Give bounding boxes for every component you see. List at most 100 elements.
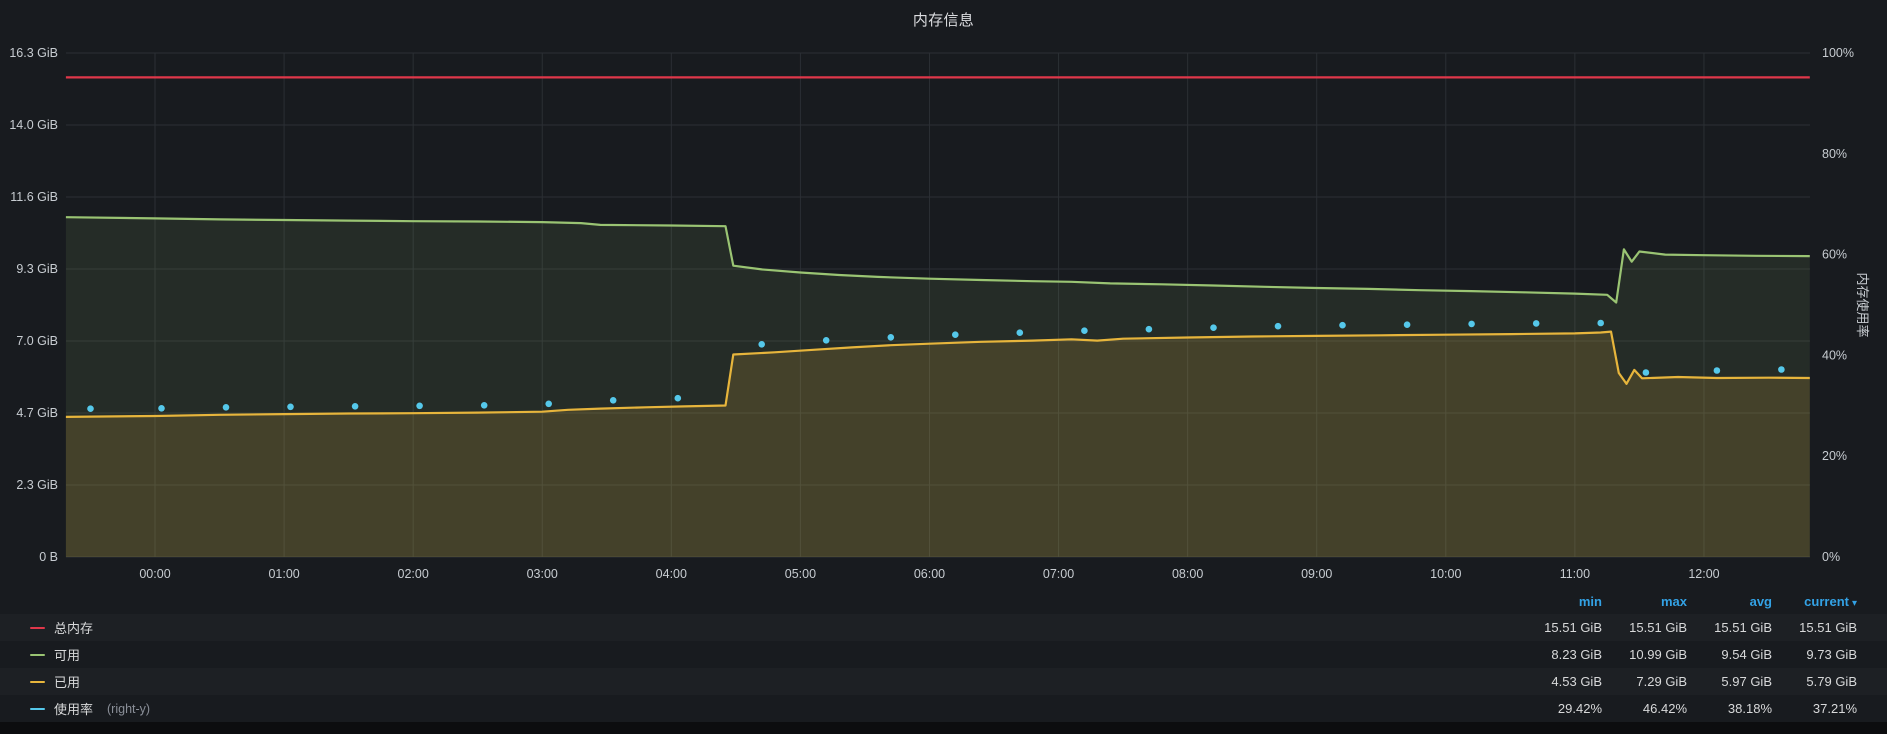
value-max: 46.42% [1642,701,1687,716]
y-right-tick-label: 0% [1822,550,1840,564]
point-使用率 [545,400,552,408]
x-axis-tick-label: 02:00 [398,567,429,581]
value-avg: 5.97 GiB [1721,674,1772,689]
x-axis-tick-label: 05:00 [785,567,816,581]
point-使用率 [1597,319,1604,327]
sort-caret-icon: ▾ [1851,597,1857,609]
y-left-tick-label: 11.6 GiB [10,190,58,204]
y-left-tick-label: 7.0 GiB [16,334,58,348]
y-left-tick-label: 2.3 GiB [16,478,58,492]
point-使用率 [287,403,294,411]
x-axis-tick-label: 00:00 [139,567,170,581]
legend-col-avg[interactable]: avg [1749,593,1772,609]
value-current: 15.51 GiB [1799,620,1857,635]
memory-chart[interactable]: 00:00 01:00 02:00 03:00 04:00 05:00 06:00 07:00… [0,0,1887,588]
series-dash-icon [30,626,45,629]
y-left-tick-label: 0 B [39,550,58,564]
value-max: 10.99 GiB [1629,647,1687,662]
point-使用率 [1403,321,1411,329]
legend: min max avg current ▾ 总内存 15.51 GiB 15.51… [0,588,1887,722]
series-dash-icon [30,680,45,683]
x-axis-tick-label: 06:00 [914,567,945,581]
value-avg: 38.18% [1727,701,1772,716]
legend-row-usage-rate: 使用率 (right-y) 29.42% 46.42% 38.18% 37.21… [0,695,1887,722]
y-left-tick-label: 16.3 GiB [9,46,58,60]
x-axis-tick-label: 09:00 [1301,567,1332,581]
x-axis-tick-label: 03:00 [527,567,558,581]
line-可用 [65,216,1810,304]
point-使用率 [87,405,94,413]
x-axis-tick-label: 11:00 [1560,567,1590,581]
area-fill-已用 [65,331,1810,557]
legend-col-min[interactable]: min [1578,593,1602,609]
x-axis-tick-label: 01:00 [268,567,299,581]
y-right-tick-label: 40% [1822,348,1847,362]
y-left-tick-label: 9.3 GiB [16,262,58,276]
y-left-tick-label: 4.7 GiB [16,406,58,420]
series-key-used[interactable]: 已用 [30,672,80,691]
point-使用率 [1778,366,1785,373]
value-avg: 9.54 GiB [1721,647,1772,662]
series-key-available[interactable]: 可用 [30,645,80,664]
series-label: 总内存 [54,621,94,636]
point-使用率 [674,394,682,402]
series-dash-icon [30,653,45,656]
point-使用率 [1210,324,1217,332]
point-使用率 [758,341,765,348]
y-left-tick-label: 14.0 GiB [9,118,58,132]
legend-row-used: 已用 4.53 GiB 7.29 GiB 5.97 GiB 5.79 GiB [0,668,1887,695]
value-min: 29.42% [1557,701,1602,716]
point-使用率 [609,397,617,404]
x-axis-tick-label: 12:00 [1688,567,1719,581]
value-avg: 15.51 GiB [1714,620,1772,635]
point-使用率 [822,337,830,344]
value-max: 7.29 GiB [1636,674,1687,689]
series-dash-icon [30,707,45,710]
x-axis-tick-label: 08:00 [1172,567,1203,581]
line-已用 [65,330,1810,418]
value-min: 15.51 GiB [1544,620,1602,635]
legend-row-available: 可用 8.23 GiB 10.99 GiB 9.54 GiB 9.73 GiB [0,641,1887,668]
series-key-total-memory[interactable]: 总内存 [30,618,93,637]
point-使用率 [351,403,359,410]
right-axis-title: 内存使用率 [1855,272,1870,337]
y-right-tick-label: 60% [1822,248,1847,262]
point-使用率 [1468,320,1475,328]
point-使用率 [1016,329,1024,337]
series-label: 使用率 [54,702,94,717]
y-right-tick-label: 80% [1822,147,1847,161]
x-axis-tick-label: 07:00 [1043,567,1074,581]
series-axis-suffix: (right-y) [107,701,151,716]
point-使用率 [1713,367,1721,374]
point-使用率 [1081,327,1088,335]
point-使用率 [1339,321,1346,329]
value-max: 15.51 GiB [1629,620,1687,635]
value-current: 37.21% [1812,701,1857,716]
point-使用率 [222,404,230,411]
value-min: 8.23 GiB [1551,647,1602,662]
legend-col-max[interactable]: max [1660,593,1687,609]
series-key-usage-rate[interactable]: 使用率 (right-y) [30,699,150,718]
point-使用率 [952,331,959,339]
point-使用率 [158,405,165,412]
series-label: 可用 [54,648,81,663]
legend-col-current-label: current [1804,593,1849,609]
y-right-tick-label: 20% [1822,449,1847,463]
x-axis-tick-label: 04:00 [656,567,687,581]
area-fill-可用 [65,217,1810,557]
value-current: 9.73 GiB [1806,647,1857,662]
value-min: 4.53 GiB [1551,674,1602,689]
point-使用率 [887,334,895,341]
legend-col-current[interactable]: current ▾ [1772,594,1857,609]
point-使用率 [1532,320,1540,327]
point-使用率 [416,402,423,410]
point-使用率 [1145,325,1153,333]
series-label: 已用 [54,675,81,690]
legend-row-total-memory: 总内存 15.51 GiB 15.51 GiB 15.51 GiB 15.51 … [0,614,1887,641]
value-current: 5.79 GiB [1806,674,1857,689]
y-right-tick-label: 100% [1822,46,1854,60]
bottom-strip [0,722,1887,734]
point-使用率 [480,402,488,409]
legend-header-row: min max avg current ▾ [0,588,1887,614]
